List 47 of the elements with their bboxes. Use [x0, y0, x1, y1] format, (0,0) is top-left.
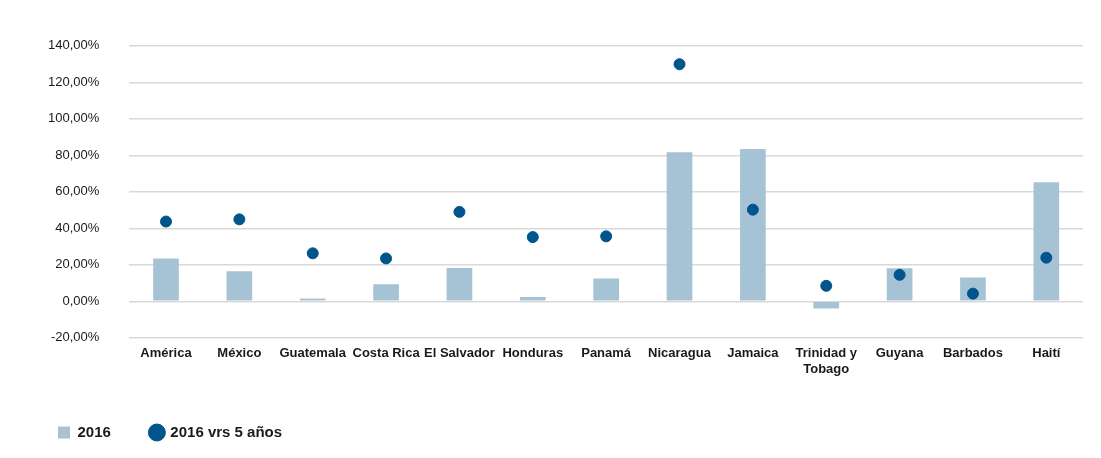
- x-tick-label: América: [140, 345, 193, 361]
- point: [306, 247, 319, 260]
- legend-label: 2016 vrs 5 años: [170, 422, 283, 440]
- point: [600, 230, 613, 243]
- point: [746, 203, 759, 216]
- y-tick-label: 120,00%: [47, 73, 100, 89]
- bar: [446, 268, 473, 301]
- x-tick-label: Guatemala: [279, 345, 347, 361]
- point: [1040, 251, 1053, 264]
- point: [893, 268, 906, 281]
- y-tick-label: 140,00%: [47, 37, 100, 53]
- y-tick-label: 60,00%: [55, 183, 100, 199]
- y-tick-label: 20,00%: [55, 256, 100, 272]
- y-tick-label: 100,00%: [47, 110, 100, 126]
- point: [820, 279, 833, 292]
- x-tick-label: Panamá: [581, 345, 632, 361]
- bar: [299, 298, 326, 301]
- point: [380, 252, 393, 265]
- x-tick-label: Honduras: [502, 345, 564, 361]
- x-tick-label: Trinidad y Tobago: [795, 345, 858, 376]
- y-tick-label: 0,00%: [62, 292, 100, 308]
- x-tick-label: Nicaragua: [648, 345, 712, 361]
- point: [233, 213, 246, 226]
- x-tick-label: México: [217, 345, 262, 361]
- y-tick-label: 80,00%: [55, 146, 100, 162]
- x-tick-label: Haití: [1032, 345, 1061, 361]
- bar: [226, 271, 253, 301]
- point: [160, 215, 172, 228]
- x-tick-label: Guyana: [875, 345, 925, 361]
- y-tick-label: 40,00%: [55, 219, 100, 235]
- point: [526, 231, 539, 244]
- x-tick-label: Barbados: [942, 345, 1003, 361]
- y-tick-label: -20,00%: [50, 329, 100, 345]
- x-tick-label: Jamaica: [727, 345, 780, 361]
- point: [453, 205, 466, 218]
- legend-label: 2016: [77, 422, 111, 440]
- bar: [666, 152, 693, 301]
- bar: [593, 278, 619, 301]
- point: [673, 58, 686, 71]
- bar: [1033, 182, 1060, 301]
- bar: [519, 296, 546, 301]
- bar: [740, 149, 766, 301]
- bar: [813, 302, 840, 309]
- x-tick-label: El Salvador: [424, 345, 495, 361]
- bar: [373, 284, 399, 301]
- x-tick-label: Costa Rica: [352, 345, 421, 361]
- bar: [153, 258, 179, 301]
